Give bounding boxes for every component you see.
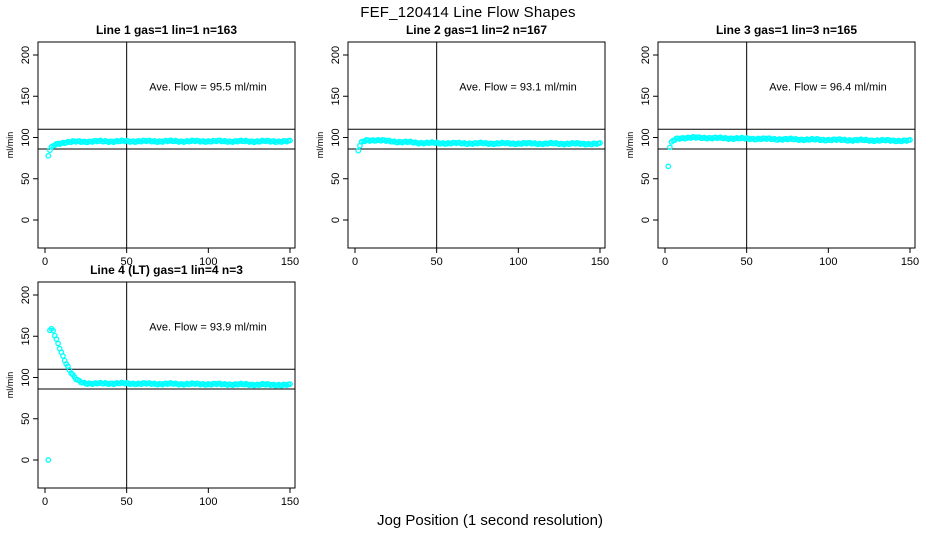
- y-tick-label: 50: [20, 173, 32, 185]
- panel-title: Line 2 gas=1 lin=2 n=167: [406, 23, 547, 37]
- y-tick-label: 100: [20, 368, 32, 386]
- y-tick-label: 100: [330, 128, 342, 146]
- data-point: [667, 144, 673, 151]
- panel-title: Line 4 (LT) gas=1 lin=4 n=3: [90, 263, 243, 277]
- y-tick-label: 50: [330, 173, 342, 185]
- x-tick-label: 100: [509, 256, 527, 268]
- x-tick-label: 150: [281, 256, 299, 268]
- y-tick-label: 100: [20, 128, 32, 146]
- data-point: [907, 137, 913, 143]
- plot-box: [347, 41, 606, 249]
- x-axis-caption: Jog Position (1 second resolution): [377, 512, 603, 529]
- ave-flow-annotation: Ave. Flow = 93.1 ml/min: [459, 81, 576, 93]
- x-tick-label: 50: [121, 496, 133, 508]
- ave-flow-annotation: Ave. Flow = 95.5 ml/min: [149, 81, 266, 93]
- x-tick-label: 0: [42, 256, 48, 268]
- data-point: [45, 152, 52, 159]
- x-tick-label: 150: [281, 496, 299, 508]
- y-tick-label: 150: [330, 87, 342, 105]
- data-point: [287, 137, 293, 144]
- y-tick-label: 50: [20, 413, 32, 425]
- x-tick-label: 100: [199, 256, 217, 268]
- y-tick-label: 150: [20, 87, 32, 105]
- x-tick-label: 0: [662, 256, 668, 268]
- plot-box: [657, 41, 916, 249]
- y-tick-label: 0: [640, 217, 652, 223]
- y-tick-label: 0: [20, 457, 32, 463]
- panel-title: Line 1 gas=1 lin=1 n=163: [96, 23, 237, 37]
- data-point: [45, 457, 52, 463]
- y-tick-label: 200: [640, 46, 652, 64]
- x-tick-label: 50: [121, 256, 133, 268]
- y-axis-label: ml/min: [5, 132, 15, 159]
- y-tick-label: 150: [640, 87, 652, 105]
- ave-flow-annotation: Ave. Flow = 96.4 ml/min: [769, 81, 886, 93]
- y-axis-label: ml/min: [5, 372, 15, 399]
- x-tick-label: 50: [431, 256, 443, 268]
- x-tick-label: 0: [352, 256, 358, 268]
- data-point: [55, 340, 61, 347]
- y-tick-label: 0: [20, 217, 32, 223]
- data-point: [287, 381, 293, 387]
- data-point: [60, 353, 66, 359]
- data-point: [355, 147, 362, 154]
- plot-box: [37, 41, 296, 249]
- y-tick-label: 50: [640, 173, 652, 185]
- y-tick-label: 100: [640, 128, 652, 146]
- panel-title: Line 3 gas=1 lin=3 n=165: [716, 23, 857, 37]
- x-tick-label: 150: [901, 256, 919, 268]
- y-axis-label: ml/min: [315, 132, 325, 159]
- y-tick-label: 200: [20, 46, 32, 64]
- x-tick-label: 100: [199, 496, 217, 508]
- y-axis-label: ml/min: [625, 132, 635, 159]
- x-tick-label: 0: [42, 496, 48, 508]
- x-tick-label: 100: [819, 256, 837, 268]
- data-point: [665, 163, 672, 170]
- y-tick-label: 0: [330, 217, 342, 223]
- y-tick-label: 200: [330, 46, 342, 64]
- figure-title: FEF_120414 Line Flow Shapes: [360, 4, 576, 21]
- data-point: [50, 327, 57, 334]
- ave-flow-annotation: Ave. Flow = 93.9 ml/min: [149, 321, 266, 333]
- plot-box: [37, 281, 296, 489]
- y-tick-label: 200: [20, 286, 32, 304]
- x-tick-label: 50: [741, 256, 753, 268]
- data-point: [597, 140, 603, 146]
- x-tick-label: 150: [591, 256, 609, 268]
- y-tick-label: 150: [20, 327, 32, 345]
